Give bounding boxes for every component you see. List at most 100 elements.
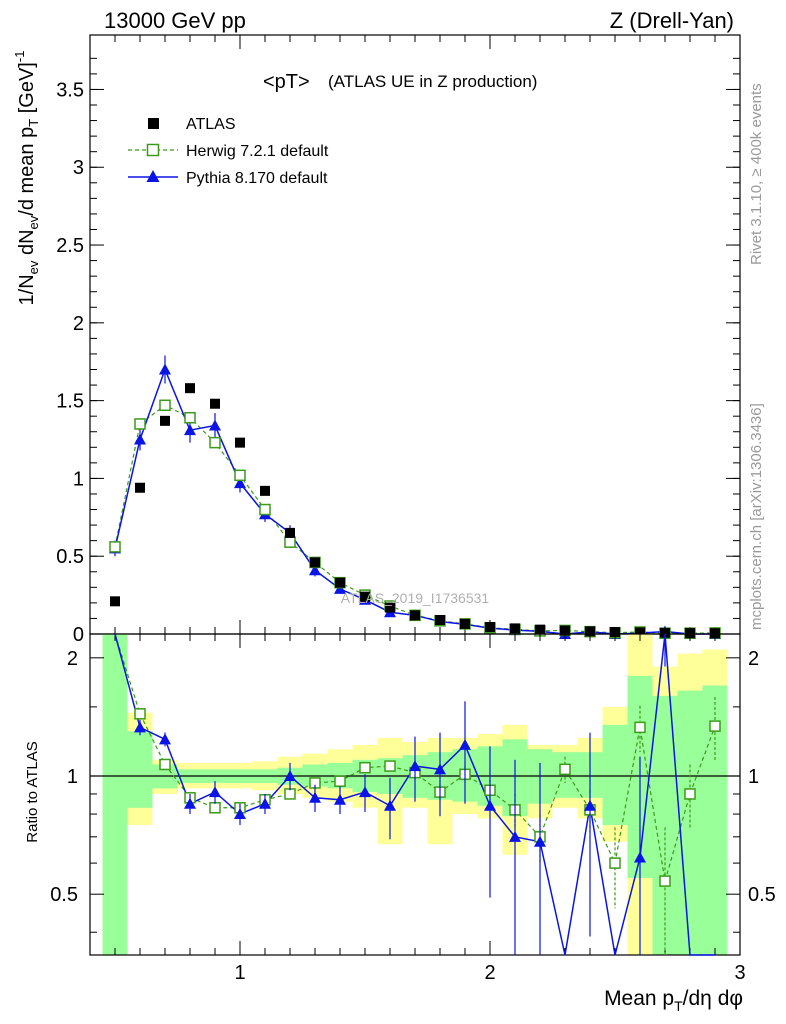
atlas-point (410, 610, 420, 621)
legend-herwig-marker (146, 143, 160, 157)
ratio-panel: 1 2 3 0.5 0.5 1 1 2 2 (50, 633, 776, 984)
band-inner-bin (102, 634, 128, 955)
pythia-ratio-point (284, 770, 296, 782)
atlas-point (160, 415, 170, 426)
pythia-ratio-point (484, 799, 496, 811)
x-axis-label: Mean pT/dη dφ (604, 987, 743, 1014)
legend-atlas-label: ATLAS (186, 116, 236, 133)
herwig-point (284, 536, 296, 548)
herwig-point (259, 503, 271, 516)
mcplots-credit: mcplots.cern.ch [arXiv:1306.3436] (748, 403, 765, 630)
pythia-ratio-point (509, 830, 521, 842)
band-inner-bin (127, 731, 153, 808)
atlas-point (385, 602, 395, 613)
herwig-point (159, 399, 171, 412)
atlas-point (435, 614, 445, 625)
herwig-ratio-point (134, 708, 146, 720)
herwig-ratio-point (209, 802, 221, 814)
pythia-ratio-point (334, 793, 346, 805)
legend-atlas-marker (148, 118, 159, 129)
pythia-ratio-point (459, 738, 471, 750)
pythia-ratio-point (409, 760, 421, 772)
atlas-point (210, 398, 220, 409)
herwig-point (134, 418, 146, 430)
band-inner-bin (602, 724, 628, 826)
x-tick-label: 1 (234, 962, 245, 984)
x-tick-label: 2 (484, 962, 495, 984)
ratio-y-tick-label-right: 0.5 (748, 884, 776, 906)
atlas-point (535, 624, 545, 635)
atlas-point (485, 621, 495, 632)
atlas-point (185, 383, 195, 394)
pythia-ratio-point (534, 835, 546, 847)
x-tick-label: 3 (734, 962, 745, 984)
atlas-point (510, 623, 520, 634)
herwig-ratio-point (384, 760, 396, 772)
herwig-point (184, 411, 196, 424)
pythia-ratio-point (259, 797, 271, 809)
y-tick-label: 3.5 (56, 79, 84, 101)
pythia-ratio-point (584, 799, 596, 811)
ratio-y-tick-label: 2 (67, 648, 78, 670)
herwig-ratio-point (284, 788, 296, 800)
atlas-point (285, 527, 295, 538)
pythia-point (234, 477, 246, 489)
pythia-point (209, 419, 221, 431)
rivet-version: Rivet 3.1.10, ≥ 400k events (748, 83, 765, 265)
atlas-point (460, 618, 470, 629)
pythia-point (309, 564, 321, 576)
y-tick-label: 0 (73, 624, 84, 646)
pythia-ratio-point (184, 797, 196, 809)
main-panel: 0 0.5 1 1.5 2 2.5 3 3.5 (56, 34, 741, 646)
legend-pythia-marker (146, 170, 160, 182)
pythia-ratio-point (159, 733, 171, 745)
herwig-point (234, 469, 246, 482)
y-tick-label: 0.5 (56, 546, 84, 568)
pythia-ratio-point (634, 851, 646, 863)
pythia-ratio-point (209, 786, 221, 798)
ratio-y-tick-label: 0.5 (50, 884, 78, 906)
header-right: Z (Drell-Yan) (610, 8, 734, 33)
header-left: 13000 GeV pp (104, 8, 246, 33)
atlas-point (610, 626, 620, 637)
plot-subtitle: (ATLAS UE in Z production) (328, 72, 537, 91)
atlas-point (235, 437, 245, 448)
herwig-ratio-point (334, 775, 346, 787)
y-tick-label: 3 (73, 157, 84, 179)
atlas-point (110, 596, 120, 607)
herwig-ratio-point (634, 721, 646, 734)
y-tick-label: 1 (73, 468, 84, 490)
herwig-ratio-point (159, 758, 171, 771)
atlas-point (685, 628, 695, 639)
herwig-point (109, 541, 121, 553)
herwig-ratio-point (709, 720, 721, 732)
y-axis-label-main: 1/Nev dNev/d mean pT [GeV]-1 (12, 51, 41, 306)
atlas-point (560, 625, 570, 636)
herwig-ratio-point (609, 857, 621, 869)
atlas-point (335, 577, 345, 588)
pythia-ratio-point (134, 721, 146, 733)
pythia-point (184, 424, 196, 436)
legend-pythia-label: Pythia 8.170 default (186, 170, 328, 187)
plot-title: <pT> (263, 71, 310, 93)
band-inner-bin (677, 690, 703, 955)
pythia-ratio-point (384, 799, 396, 811)
pythia-point (159, 363, 171, 375)
atlas-point (260, 485, 270, 496)
y-tick-label: 1.5 (56, 391, 84, 413)
atlas-point (310, 557, 320, 568)
herwig-ratio-point (559, 763, 571, 776)
ratio-y-tick-label-right: 2 (748, 648, 759, 670)
pythia-ratio-point (234, 808, 246, 820)
pythia-ratio-point (434, 763, 446, 775)
atlas-point (660, 627, 670, 638)
y-axis-label-ratio: Ratio to ATLAS (24, 741, 41, 842)
y-tick-label: 2 (73, 313, 84, 335)
pythia-ratio-point (309, 791, 321, 803)
herwig-ratio-point (359, 761, 371, 774)
herwig-ratio-point (659, 875, 671, 887)
atlas-point (635, 627, 645, 638)
band-inner-bin (652, 695, 678, 955)
atlas-point (710, 628, 720, 639)
